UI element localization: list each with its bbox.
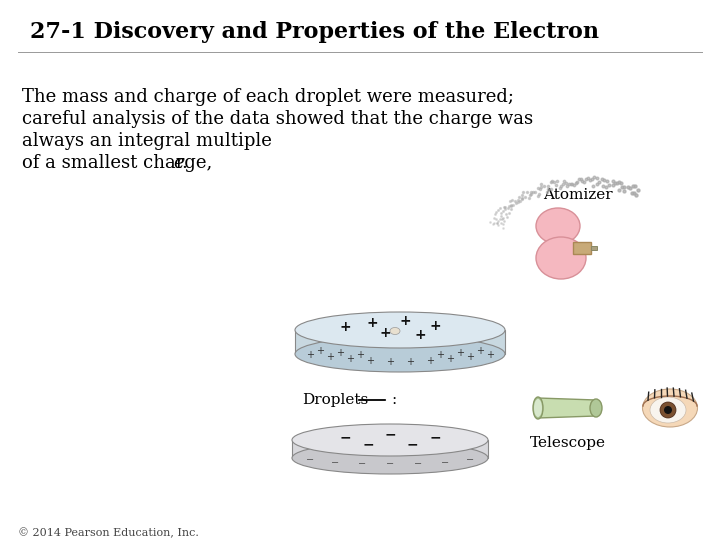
Ellipse shape xyxy=(295,336,505,372)
Text: −: − xyxy=(339,430,351,444)
Text: −: − xyxy=(466,455,474,465)
Ellipse shape xyxy=(533,397,543,419)
Text: −: − xyxy=(331,458,339,468)
Text: The mass and charge of each droplet were measured;: The mass and charge of each droplet were… xyxy=(22,88,514,106)
Ellipse shape xyxy=(664,406,672,414)
Text: +: + xyxy=(476,346,484,356)
Text: +: + xyxy=(406,357,414,367)
Ellipse shape xyxy=(642,389,698,427)
Text: −: − xyxy=(441,458,449,468)
Ellipse shape xyxy=(650,397,686,423)
Text: +: + xyxy=(356,350,364,360)
Text: −: − xyxy=(386,459,394,469)
Text: +: + xyxy=(466,352,474,362)
Ellipse shape xyxy=(536,208,580,244)
FancyBboxPatch shape xyxy=(573,242,591,254)
Text: e: e xyxy=(173,154,184,172)
Text: +: + xyxy=(426,356,434,366)
Text: +: + xyxy=(346,354,354,364)
Text: −: − xyxy=(384,427,396,441)
Text: +: + xyxy=(379,326,391,340)
Text: +: + xyxy=(366,356,374,366)
Text: :: : xyxy=(391,393,396,407)
Text: −: − xyxy=(362,437,374,451)
Text: −: − xyxy=(414,459,422,469)
Text: +: + xyxy=(414,328,426,342)
Text: Atomizer: Atomizer xyxy=(543,188,613,202)
Text: +: + xyxy=(306,350,314,360)
Polygon shape xyxy=(295,330,505,354)
Text: −: − xyxy=(358,459,366,469)
Text: −: − xyxy=(306,455,314,465)
Text: +: + xyxy=(446,354,454,364)
Ellipse shape xyxy=(292,442,488,474)
Text: +: + xyxy=(336,348,344,358)
Polygon shape xyxy=(538,398,596,418)
Ellipse shape xyxy=(390,327,400,334)
Ellipse shape xyxy=(660,402,676,418)
Text: +: + xyxy=(429,319,441,333)
Text: +: + xyxy=(486,350,494,360)
Text: 27-1 Discovery and Properties of the Electron: 27-1 Discovery and Properties of the Ele… xyxy=(30,21,599,43)
Text: +: + xyxy=(326,352,334,362)
Ellipse shape xyxy=(590,399,602,417)
Ellipse shape xyxy=(295,312,505,348)
Text: +: + xyxy=(316,346,324,356)
Ellipse shape xyxy=(534,399,542,417)
Text: careful analysis of the data showed that the charge was: careful analysis of the data showed that… xyxy=(22,110,533,128)
Polygon shape xyxy=(292,440,488,458)
Text: +: + xyxy=(399,314,411,328)
FancyBboxPatch shape xyxy=(591,246,597,250)
Text: −: − xyxy=(406,437,418,451)
Text: of a smallest charge,: of a smallest charge, xyxy=(22,154,218,172)
Text: +: + xyxy=(366,316,378,330)
Text: +: + xyxy=(436,350,444,360)
Text: Telescope: Telescope xyxy=(530,436,606,450)
Text: +: + xyxy=(456,348,464,358)
Text: .: . xyxy=(181,154,187,172)
Text: +: + xyxy=(386,357,394,367)
Text: +: + xyxy=(339,320,351,334)
Ellipse shape xyxy=(536,237,586,279)
Ellipse shape xyxy=(292,424,488,456)
Text: © 2014 Pearson Education, Inc.: © 2014 Pearson Education, Inc. xyxy=(18,528,199,538)
Text: Droplets: Droplets xyxy=(302,393,368,407)
Text: −: − xyxy=(429,430,441,444)
Text: always an integral multiple: always an integral multiple xyxy=(22,132,272,150)
